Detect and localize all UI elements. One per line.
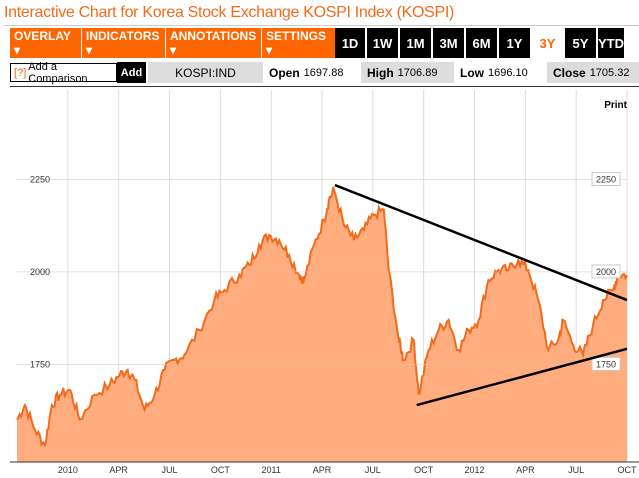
add-comparison-button[interactable]: Add xyxy=(117,62,146,83)
range-1w[interactable]: 1W xyxy=(365,28,398,58)
y-tick-label-right: 2000 xyxy=(596,267,616,277)
overlay-menu[interactable]: OVERLAY ▾ xyxy=(10,28,82,58)
x-tick-label: APR xyxy=(516,465,535,475)
low-value: 1696.10 xyxy=(488,66,528,79)
comparison-input[interactable]: [?] Add a Comparison xyxy=(10,60,117,85)
divider xyxy=(4,25,639,26)
symbol-label: KOSPI:IND xyxy=(148,62,263,83)
trendline xyxy=(416,347,628,407)
x-tick-label: APR xyxy=(313,465,332,475)
page-title: Interactive Chart for Korea Stock Exchan… xyxy=(4,4,455,21)
price-area xyxy=(17,187,627,462)
range-6m[interactable]: 6M xyxy=(464,28,497,58)
annotations-menu[interactable]: ANNOTATIONS ▾ xyxy=(166,28,262,58)
y-tick-label-left: 2000 xyxy=(30,267,50,277)
y-tick-box xyxy=(591,264,621,279)
y-tick-box xyxy=(591,356,621,371)
open-quote: Open 1697.88 xyxy=(263,62,361,83)
high-label: High xyxy=(367,65,394,80)
high-value: 1706.89 xyxy=(397,66,438,79)
range-1d[interactable]: 1D xyxy=(335,28,365,58)
x-tick-label: OCT xyxy=(618,465,638,475)
help-icon[interactable]: [?] xyxy=(14,66,27,79)
close-quote: Close 1705.32 xyxy=(547,62,639,83)
range-ytd[interactable]: YTD xyxy=(596,28,624,58)
settings-menu[interactable]: SETTINGS ▾ xyxy=(262,28,335,58)
y-tick-label-right: 2250 xyxy=(596,174,616,184)
close-value: 1705.32 xyxy=(589,66,630,79)
print-button[interactable]: Print xyxy=(604,100,627,111)
comparison-placeholder: Add a Comparison xyxy=(28,60,88,85)
quote-row: [?] Add a Comparison Add KOSPI:IND Open 16… xyxy=(10,60,639,85)
x-tick-label: 2011 xyxy=(261,465,280,475)
x-tick-label: APR xyxy=(109,465,128,475)
x-tick-label: JUL xyxy=(161,465,177,475)
toolbar: OVERLAY ▾ INDICATORS ▾ ANNOTATIONS ▾ SET… xyxy=(10,28,624,58)
high-quote: High 1706.89 xyxy=(361,62,454,83)
divider xyxy=(10,86,639,87)
range-5y[interactable]: 5Y xyxy=(563,28,596,58)
x-tick-label: JUL xyxy=(568,465,584,475)
y-tick-label-right: 1750 xyxy=(596,359,616,369)
y-tick-box xyxy=(591,171,621,186)
y-tick-label-left: 2250 xyxy=(30,174,50,184)
open-value: 1697.88 xyxy=(303,66,344,79)
x-tick-label: 2010 xyxy=(58,465,78,475)
low-label: Low xyxy=(460,65,484,80)
help-icon-glyph: ? xyxy=(17,66,24,79)
range-1m[interactable]: 1M xyxy=(398,28,431,58)
x-tick-label: 2012 xyxy=(464,465,484,475)
x-tick-label: OCT xyxy=(414,465,434,475)
y-tick-label-left: 1750 xyxy=(30,359,50,369)
low-quote: Low 1696.10 xyxy=(454,62,547,83)
trendline xyxy=(334,183,628,302)
open-label: Open xyxy=(269,65,300,80)
x-tick-label: OCT xyxy=(211,465,231,475)
range-3y[interactable]: 3Y xyxy=(530,28,563,58)
price-line xyxy=(16,186,628,448)
range-1y[interactable]: 1Y xyxy=(497,28,530,58)
indicators-menu[interactable]: INDICATORS ▾ xyxy=(82,28,166,58)
close-label: Close xyxy=(553,65,586,80)
x-tick-label: JUL xyxy=(365,465,381,475)
range-3m[interactable]: 3M xyxy=(431,28,464,58)
